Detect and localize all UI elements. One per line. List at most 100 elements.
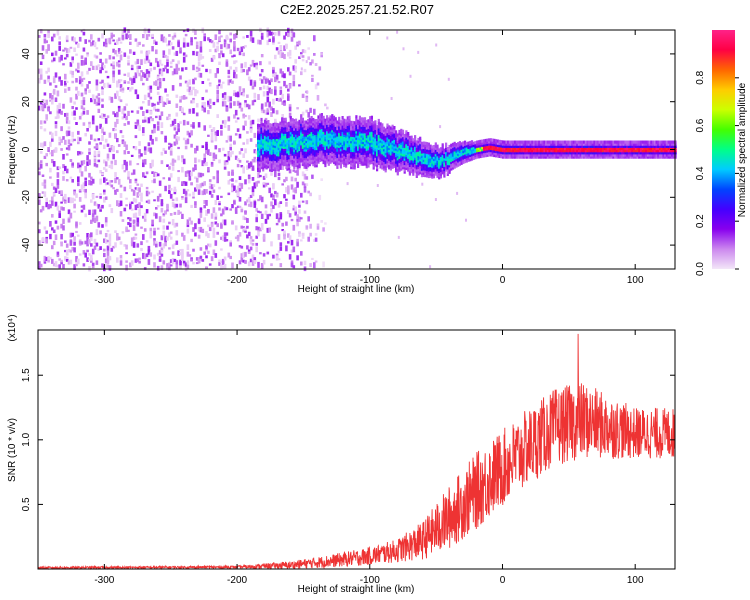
spectrogram-cell — [412, 170, 415, 174]
spectrogram-cell — [125, 115, 128, 121]
spectrogram-cell — [259, 211, 262, 214]
spectrogram-cell — [358, 135, 361, 139]
spectrogram-cell — [396, 142, 399, 146]
spectrogram-cell — [303, 260, 307, 266]
spectrogram-cell — [210, 135, 214, 141]
spectrogram-cell — [369, 116, 372, 120]
spectrogram-cell — [320, 119, 323, 123]
spectrogram-cell — [283, 194, 286, 199]
spectrogram-cell — [308, 135, 311, 139]
spectrogram-cell — [269, 151, 272, 155]
spectrogram-cell — [272, 135, 275, 139]
spectrogram-cell — [298, 154, 301, 158]
spectrogram-cell — [275, 255, 279, 261]
spectrogram-cell — [301, 162, 304, 167]
spectrogram-cell — [255, 65, 258, 70]
spectrogram-cell — [305, 131, 308, 135]
spectrogram-cell — [360, 140, 363, 145]
spectrogram-cell — [240, 225, 244, 229]
spectrogram-cell — [414, 145, 417, 150]
spectrogram-cell — [51, 245, 54, 250]
spectrogram-cell — [455, 143, 458, 147]
spectrogram-cell — [260, 156, 263, 160]
spectrogram-cell — [64, 88, 67, 93]
spectrogram-cell — [171, 244, 175, 249]
spectrogram-cell — [422, 156, 425, 160]
spectrogram-cell — [336, 148, 339, 152]
spectrogram-cell — [267, 122, 270, 126]
spectrogram-cell — [260, 122, 263, 126]
spectrogram-cell — [184, 197, 188, 204]
spectrogram-cell — [300, 140, 303, 144]
spectrogram-cell — [331, 152, 334, 157]
spectrogram-cell — [446, 149, 449, 153]
spectrogram-cell — [436, 172, 439, 176]
spectrogram-cell — [382, 163, 386, 167]
spectrogram-cell — [293, 142, 296, 146]
spectrogram-cell — [106, 229, 110, 233]
spectrogram-cell — [125, 226, 128, 231]
spectrogram-cell — [108, 38, 112, 45]
spectrogram-cell — [158, 59, 162, 65]
spectrogram-cell — [45, 99, 48, 105]
spectrogram-cell — [265, 146, 268, 150]
spectrogram-cell — [284, 152, 287, 156]
spectrogram-cell — [153, 171, 156, 178]
spectrogram-cell — [398, 136, 401, 140]
spectrogram-cell — [238, 133, 242, 139]
spectrogram-cell — [517, 153, 520, 157]
spectrogram-cell — [103, 238, 106, 243]
spectrogram-cell — [114, 230, 117, 233]
spectrogram-cell — [495, 139, 498, 143]
spectrogram-cell — [458, 156, 461, 160]
spectrogram-cell — [315, 123, 318, 127]
spectrogram-cell — [260, 163, 263, 167]
spectrogram-cell — [386, 145, 389, 149]
spectrogram-cell — [441, 171, 444, 175]
spectrogram-cell — [51, 132, 54, 139]
spectrogram-cell — [225, 232, 229, 236]
spectrogram-cell — [415, 153, 418, 157]
spectrogram-cell — [407, 166, 410, 170]
spectrogram-cell — [432, 168, 436, 172]
spectrogram-cell — [345, 127, 348, 132]
spectrogram-cell — [320, 128, 323, 132]
spectrogram-cell — [207, 209, 210, 214]
spectrogram-cell — [362, 151, 365, 155]
spectrogram-cell — [136, 222, 140, 227]
spectrogram-cell — [262, 123, 265, 127]
spectrogram-cell — [38, 167, 41, 171]
spectrogram-cell — [382, 148, 386, 152]
spectrogram-cell — [197, 189, 201, 195]
spectrogram-cell — [249, 238, 253, 245]
spectrogram-cell — [381, 127, 384, 131]
spectrogram-cell — [391, 157, 394, 161]
spectrogram-cell — [479, 144, 482, 148]
spectrogram-cell — [286, 135, 289, 139]
spectrogram-cell — [249, 236, 253, 242]
spectrogram-cell — [282, 132, 285, 137]
spectrogram-cell — [341, 161, 344, 165]
spectrogram-cell — [298, 165, 301, 169]
spectrogram-cell — [445, 159, 448, 163]
spectrogram-cell — [223, 39, 227, 43]
spectrogram-cell — [439, 125, 442, 129]
spectrogram-cell — [470, 146, 474, 150]
spectrogram-cell — [308, 141, 311, 145]
spectrogram-cell — [391, 163, 394, 167]
spectrogram-cell — [386, 36, 389, 40]
spectrogram-cell — [279, 53, 283, 59]
spectrogram-cell — [99, 115, 102, 118]
spectrogram-cell — [345, 151, 348, 155]
spectrogram-cell — [376, 184, 379, 187]
spectrogram-cell — [149, 231, 153, 234]
spectrogram-cell — [381, 123, 384, 127]
spectrogram-cell — [410, 148, 413, 152]
spectrogram-cell — [401, 138, 405, 142]
spectrogram-cell — [327, 119, 330, 123]
spectrogram-cell — [334, 138, 337, 142]
spectrogram-cell — [439, 162, 442, 166]
spectrogram-cell — [441, 147, 444, 151]
spectrogram-cell — [201, 97, 205, 101]
spectrogram-cell — [498, 141, 501, 146]
